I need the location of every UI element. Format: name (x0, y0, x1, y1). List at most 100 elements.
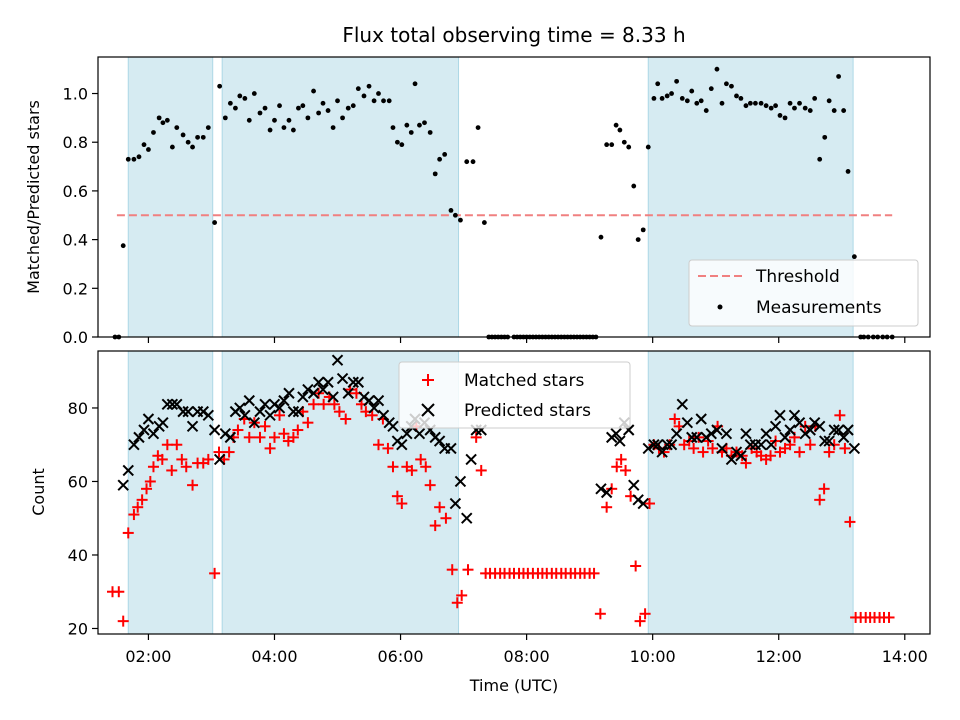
measurement-point (190, 144, 195, 150)
measurement-point (689, 88, 695, 94)
predicted-point (828, 424, 840, 436)
predicted-point-b (147, 427, 160, 440)
measurement-point (645, 144, 651, 150)
predicted-point-b (774, 409, 786, 422)
predicted-points (117, 354, 861, 524)
predicted-point (804, 424, 816, 436)
bottom-panel-counts: 20 40 60 80 02:00 04:00 06:00 08:00 10:00 12:00 1… (29, 350, 931, 695)
measurement-point (714, 66, 720, 72)
predicted-point-b (828, 424, 840, 436)
predicted-point (287, 405, 300, 418)
bottom-plot-frame (97, 350, 931, 635)
matched-point (794, 446, 806, 458)
predicted-point (779, 431, 791, 444)
measurement-point (233, 105, 238, 111)
predicted-point-b (327, 391, 339, 403)
predicted-point (716, 442, 728, 455)
predicted-point-b (454, 475, 467, 488)
predicted-point-b (779, 431, 791, 444)
measurement-point (719, 100, 725, 106)
predicted-point-b (307, 387, 320, 399)
matched-point (292, 424, 304, 436)
predicted-point (396, 439, 408, 451)
matched-point (268, 431, 280, 443)
matched-point (688, 442, 700, 454)
predicted-point (454, 475, 467, 488)
measurement-point (330, 125, 336, 131)
predicted-point-b (312, 376, 325, 388)
matched-point (264, 442, 276, 454)
matched-point (823, 446, 835, 458)
measurement-point (604, 142, 610, 148)
y-tick-label-1-1: 40 (68, 546, 88, 565)
predicted-point (273, 402, 286, 414)
y-tick-label-0-4: 0.8 (63, 133, 88, 152)
matched-point (278, 428, 290, 440)
matched-point (187, 479, 199, 491)
measurement-point (787, 100, 793, 106)
predicted-point-b (377, 409, 390, 422)
measurement-point (817, 156, 823, 162)
predicted-point (133, 431, 145, 444)
predicted-point-b (461, 512, 473, 524)
predicted-point (327, 391, 339, 403)
matched-point (630, 560, 642, 572)
legend-threshold-label: Threshold (755, 267, 840, 287)
predicted-point (465, 453, 477, 466)
predicted-point-b (287, 405, 300, 418)
measurement-point (659, 95, 665, 101)
matched-point (202, 453, 214, 465)
legend-matched-swatch (422, 374, 434, 386)
predicted-point-b (128, 439, 140, 451)
predicted-point (813, 420, 826, 433)
matched-point (620, 464, 632, 476)
predicted-point (691, 431, 703, 444)
measurement-point (381, 98, 386, 104)
predicted-point (765, 439, 777, 451)
measurement-point (257, 110, 263, 116)
matched-point (883, 611, 895, 623)
measurement-point (452, 212, 458, 218)
predicted-point-b (161, 398, 174, 410)
predicted-point (292, 405, 305, 418)
shaded-interval-1 (221, 350, 460, 635)
predicted-point (676, 398, 688, 410)
shaded-interval-1 (221, 56, 460, 338)
measurement-point (125, 156, 131, 162)
predicted-point-b (837, 431, 850, 444)
matched-point (287, 431, 299, 443)
legend-predicted-label: Predicted stars (464, 401, 591, 421)
predicted-point-b (465, 453, 477, 466)
y-tick-label-0-3: 0.6 (63, 182, 88, 201)
predicted-point-b (765, 439, 777, 451)
predicted-point-b (433, 435, 446, 447)
measurement-point (386, 98, 392, 104)
measurement-point (442, 151, 448, 157)
measurement-point (812, 95, 818, 101)
matched-point (434, 501, 446, 513)
predicted-point-b (665, 439, 678, 451)
predicted-point (161, 398, 174, 410)
x-tick-label-1: 04:00 (251, 647, 297, 666)
predicted-point (307, 387, 320, 399)
measurement-point (734, 93, 739, 99)
predicted-point (368, 402, 380, 414)
predicted-point (372, 394, 385, 407)
predicted-point-b (813, 420, 826, 433)
measurement-point (635, 237, 641, 243)
measurement-point (684, 98, 690, 104)
measurement-point (376, 91, 381, 96)
matched-point (387, 461, 399, 473)
measurement-point (609, 142, 615, 148)
predicted-point-b (166, 398, 179, 410)
top-plot-frame (97, 56, 931, 338)
matched-point (147, 461, 159, 473)
predicted-point (264, 409, 276, 422)
measurement-point (205, 125, 211, 131)
predicted-point (331, 354, 344, 366)
predicted-point-b (744, 439, 757, 451)
predicted-point (433, 435, 446, 447)
predicted-point-b (302, 383, 314, 396)
predicted-point-b (711, 424, 723, 436)
predicted-point-b (117, 479, 129, 491)
